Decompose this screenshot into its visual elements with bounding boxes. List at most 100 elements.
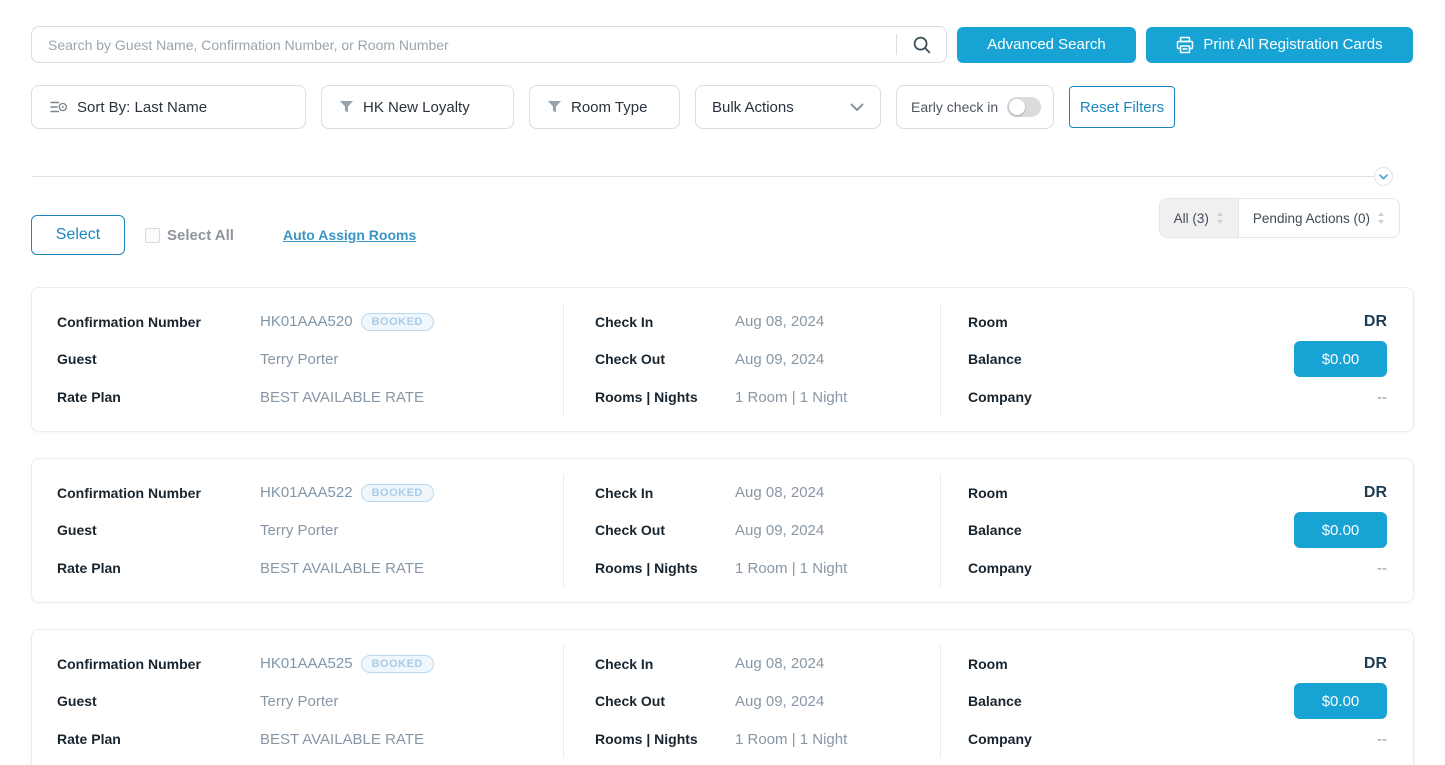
rate-plan-label: Rate Plan	[57, 389, 121, 406]
confirmation-number-cell: HK01AAA525 BOOKED	[260, 654, 563, 673]
room-value: DR	[1363, 654, 1387, 672]
room-label: Room	[968, 484, 1008, 501]
search-icon	[912, 35, 932, 55]
bulk-actions-label: Bulk Actions	[712, 98, 794, 116]
search-toolbar: Advanced Search Print All Registration C…	[31, 0, 1414, 63]
balance-button[interactable]: $0.00	[1294, 341, 1387, 378]
print-all-registration-cards-button[interactable]: Print All Registration Cards	[1146, 26, 1413, 63]
divider-line	[32, 176, 1376, 177]
search-input[interactable]	[31, 26, 947, 63]
guest-value: Terry Porter	[260, 350, 339, 368]
rate-plan-label: Rate Plan	[57, 560, 121, 577]
rooms-nights-value: 1 Room | 1 Night	[735, 559, 848, 577]
early-check-in-toggle[interactable]	[1007, 97, 1041, 117]
confirmation-number-value[interactable]: HK01AAA522	[260, 484, 353, 502]
company-value: --	[1377, 388, 1387, 406]
sort-arrows-icon	[1216, 212, 1224, 224]
balance-label: Balance	[968, 693, 1022, 710]
collapse-filters-button[interactable]	[1374, 167, 1393, 186]
balance-button[interactable]: $0.00	[1294, 683, 1387, 720]
guest-value: Terry Porter	[260, 692, 339, 710]
selection-toolbar: Select Select All Auto Assign Rooms All …	[31, 198, 1414, 255]
check-out-value: Aug 09, 2024	[735, 521, 825, 539]
select-button[interactable]: Select	[31, 215, 125, 255]
check-in-value: Aug 08, 2024	[735, 484, 825, 502]
reset-filters-button[interactable]: Reset Filters	[1069, 86, 1175, 128]
selection-controls: Select Select All Auto Assign Rooms	[31, 215, 416, 255]
check-out-value: Aug 09, 2024	[735, 692, 825, 710]
guest-value: Terry Porter	[260, 521, 339, 539]
rooms-nights-label: Rooms | Nights	[595, 389, 698, 406]
confirmation-number-label: Confirmation Number	[57, 655, 201, 672]
company-label: Company	[968, 731, 1032, 748]
confirmation-number-value[interactable]: HK01AAA520	[260, 313, 353, 331]
tab-pending-actions[interactable]: Pending Actions (0)	[1238, 199, 1399, 237]
room-type-filter-dropdown[interactable]: Room Type	[529, 85, 680, 129]
check-out-label: Check Out	[595, 693, 666, 710]
company-value: --	[1377, 730, 1387, 748]
check-out-label: Check Out	[595, 522, 666, 539]
early-check-in-label: Early check in	[911, 99, 999, 115]
balance-label: Balance	[968, 522, 1022, 539]
status-badge: BOOKED	[360, 654, 434, 673]
rooms-nights-label: Rooms | Nights	[595, 560, 698, 577]
card-stay-column: Check In Aug 08, 2024 Check Out Aug 09, …	[563, 474, 940, 587]
auto-assign-rooms-link[interactable]: Auto Assign Rooms	[282, 227, 417, 243]
chevron-down-icon	[1379, 173, 1388, 180]
confirmation-number-cell: HK01AAA522 BOOKED	[260, 483, 563, 502]
card-stay-column: Check In Aug 08, 2024 Check Out Aug 09, …	[563, 645, 940, 758]
card-room-column: Room DR Balance $0.00 Company --	[940, 645, 1413, 758]
sort-arrows-icon	[1377, 212, 1385, 224]
guest-label: Guest	[57, 351, 97, 368]
loyalty-filter-dropdown[interactable]: HK New Loyalty	[321, 85, 514, 129]
rooms-nights-value: 1 Room | 1 Night	[735, 730, 848, 748]
sort-by-dropdown[interactable]: Sort By: Last Name	[31, 85, 306, 129]
room-value: DR	[1363, 312, 1387, 330]
sort-icon	[50, 99, 68, 115]
filter-funnel-icon	[339, 100, 354, 114]
loyalty-filter-label: HK New Loyalty	[363, 98, 470, 116]
sort-by-label: Sort By: Last Name	[77, 98, 208, 116]
card-guest-column: Confirmation Number HK01AAA525 BOOKED Gu…	[32, 645, 563, 758]
search-divider	[896, 34, 897, 55]
room-type-filter-label: Room Type	[571, 98, 648, 116]
filters-section-divider	[31, 167, 1414, 186]
rate-plan-value: BEST AVAILABLE RATE	[260, 559, 424, 577]
rate-plan-value: BEST AVAILABLE RATE	[260, 730, 424, 748]
card-guest-column: Confirmation Number HK01AAA520 BOOKED Gu…	[32, 303, 563, 416]
card-guest-column: Confirmation Number HK01AAA522 BOOKED Gu…	[32, 474, 563, 587]
guest-label: Guest	[57, 693, 97, 710]
check-in-label: Check In	[595, 655, 654, 672]
advanced-search-button[interactable]: Advanced Search	[957, 26, 1136, 63]
status-badge: BOOKED	[360, 312, 434, 331]
reservation-card[interactable]: Confirmation Number HK01AAA525 BOOKED Gu…	[31, 629, 1414, 765]
filter-toolbar: Sort By: Last Name HK New Loyalty Room T…	[31, 85, 1414, 129]
company-label: Company	[968, 389, 1032, 406]
tab-all[interactable]: All (3)	[1159, 199, 1239, 237]
rate-plan-value: BEST AVAILABLE RATE	[260, 388, 424, 406]
company-value: --	[1377, 559, 1387, 577]
reservation-card-list: Confirmation Number HK01AAA520 BOOKED Gu…	[31, 287, 1414, 765]
select-all-checkbox[interactable]	[145, 227, 160, 243]
tab-all-label: All (3)	[1173, 210, 1209, 226]
confirmation-number-cell: HK01AAA520 BOOKED	[260, 312, 563, 331]
check-in-value: Aug 08, 2024	[735, 655, 825, 673]
reservation-card[interactable]: Confirmation Number HK01AAA520 BOOKED Gu…	[31, 287, 1414, 432]
printer-icon	[1176, 36, 1194, 54]
toggle-knob	[1009, 99, 1025, 115]
check-out-label: Check Out	[595, 351, 666, 368]
reservation-card[interactable]: Confirmation Number HK01AAA522 BOOKED Gu…	[31, 458, 1414, 603]
confirmation-number-label: Confirmation Number	[57, 313, 201, 330]
confirmation-number-value[interactable]: HK01AAA525	[260, 655, 353, 673]
check-out-value: Aug 09, 2024	[735, 350, 825, 368]
balance-button[interactable]: $0.00	[1294, 512, 1387, 549]
card-room-column: Room DR Balance $0.00 Company --	[940, 474, 1413, 587]
room-value: DR	[1363, 483, 1387, 501]
search-button[interactable]	[911, 34, 933, 56]
chevron-down-icon	[850, 103, 864, 112]
check-in-label: Check In	[595, 313, 654, 330]
bulk-actions-dropdown[interactable]: Bulk Actions	[695, 85, 881, 129]
rate-plan-label: Rate Plan	[57, 731, 121, 748]
search-field-wrap	[31, 26, 947, 63]
balance-label: Balance	[968, 351, 1022, 368]
